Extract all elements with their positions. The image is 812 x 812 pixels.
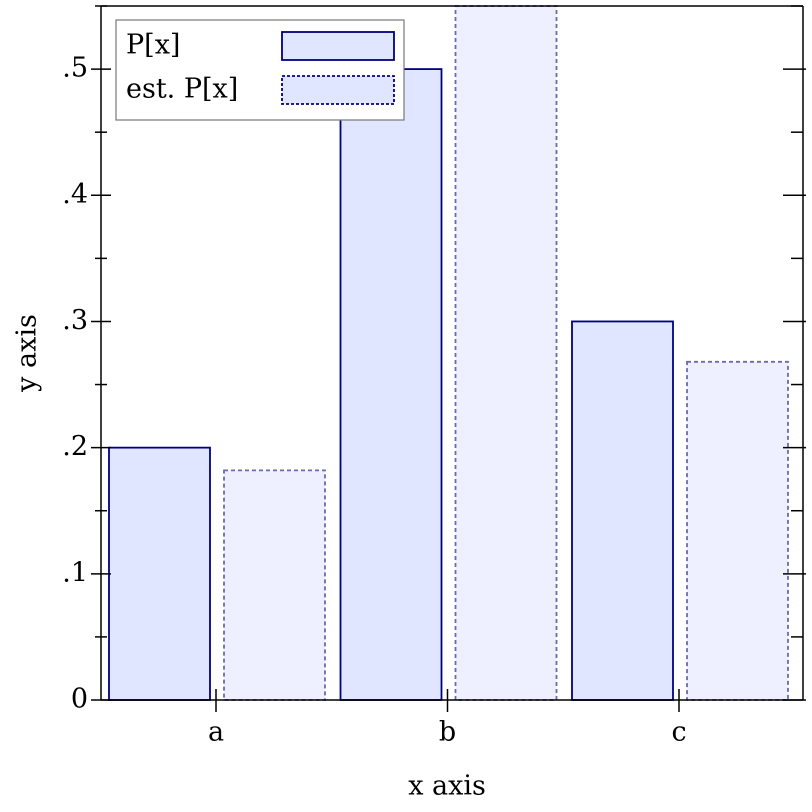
bar xyxy=(339,68,443,701)
bar xyxy=(223,469,326,701)
legend-label: P[x] xyxy=(126,30,180,61)
y-tick-label: .5 xyxy=(62,53,88,84)
bar xyxy=(686,360,789,701)
y-tick-label: .4 xyxy=(62,179,88,210)
x-tick-label: b xyxy=(439,717,456,748)
y-tick-label: .1 xyxy=(62,557,88,588)
bar xyxy=(571,320,674,701)
y-tick-label: .3 xyxy=(62,305,88,336)
y-axis-label: y axis xyxy=(12,314,43,393)
legend-label: est. P[x] xyxy=(126,74,238,105)
legend-swatch xyxy=(281,75,395,105)
y-tick-label: 0 xyxy=(71,684,88,715)
y-tick-label: .2 xyxy=(62,431,88,462)
bar xyxy=(454,5,558,701)
x-axis-label: x axis xyxy=(408,771,486,802)
legend-swatch xyxy=(281,31,395,61)
bar xyxy=(108,446,211,701)
x-tick-label: c xyxy=(671,717,686,748)
x-tick-label: a xyxy=(208,717,224,748)
